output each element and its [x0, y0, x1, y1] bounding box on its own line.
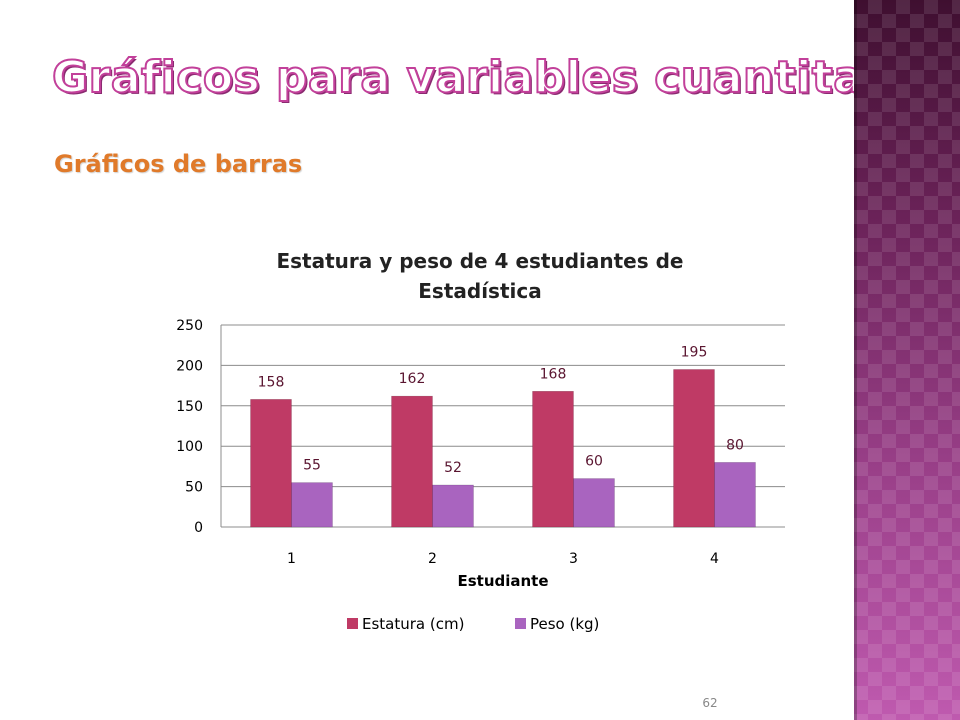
- bar-estatura-3: [532, 391, 574, 528]
- data-label: 195: [681, 344, 708, 360]
- data-label: 80: [726, 437, 744, 453]
- bar-chart: Estatura y peso de 4 estudiantes de Esta…: [176, 249, 785, 633]
- data-label: 55: [303, 458, 321, 474]
- y-tick-label: 50: [185, 480, 203, 496]
- x-tick-label: 1: [287, 551, 296, 567]
- data-label: 162: [399, 371, 426, 387]
- y-tick-label: 250: [176, 318, 203, 334]
- y-tick-label: 0: [194, 520, 203, 536]
- data-label: 168: [540, 366, 567, 382]
- data-label: 52: [444, 460, 462, 476]
- y-tick-label: 150: [176, 399, 203, 415]
- bar-peso-3: [573, 478, 615, 528]
- bar-peso-2: [432, 484, 474, 528]
- slide-subtitle: Gráficos de barras: [54, 150, 303, 178]
- bar-estatura-1: [250, 399, 292, 528]
- chart-title-line-1: Estatura y peso de 4 estudiantes de: [276, 249, 683, 273]
- legend-swatch: [347, 618, 358, 629]
- x-axis-ticks: 1 2 3 4: [287, 551, 719, 567]
- chart-title-line-2: Estadística: [418, 279, 541, 303]
- bars: 158 55 162 52 168 60 195 80: [250, 344, 756, 528]
- slide-title: Gráficos para variables cuantitativas: [51, 51, 960, 104]
- data-label: 158: [258, 374, 285, 390]
- page-number: 62: [702, 696, 718, 710]
- legend-swatch: [515, 618, 526, 629]
- bar-estatura-2: [391, 395, 433, 528]
- x-tick-label: 3: [569, 551, 578, 567]
- decorative-side-band: [854, 0, 960, 720]
- legend-label: Estatura (cm): [362, 615, 464, 633]
- x-tick-label: 2: [428, 551, 437, 567]
- x-axis-title: Estudiante: [457, 572, 548, 590]
- legend-label: Peso (kg): [530, 615, 599, 633]
- legend: Estatura (cm) Peso (kg): [347, 615, 599, 633]
- y-axis-ticks: 0 50 100 150 200 250: [176, 318, 203, 536]
- bar-peso-4: [714, 462, 756, 528]
- x-tick-label: 4: [710, 551, 719, 567]
- data-label: 60: [585, 454, 603, 470]
- y-tick-label: 100: [176, 439, 203, 455]
- bar-peso-1: [291, 482, 333, 528]
- y-tick-label: 200: [176, 358, 203, 374]
- bar-estatura-4: [673, 369, 715, 528]
